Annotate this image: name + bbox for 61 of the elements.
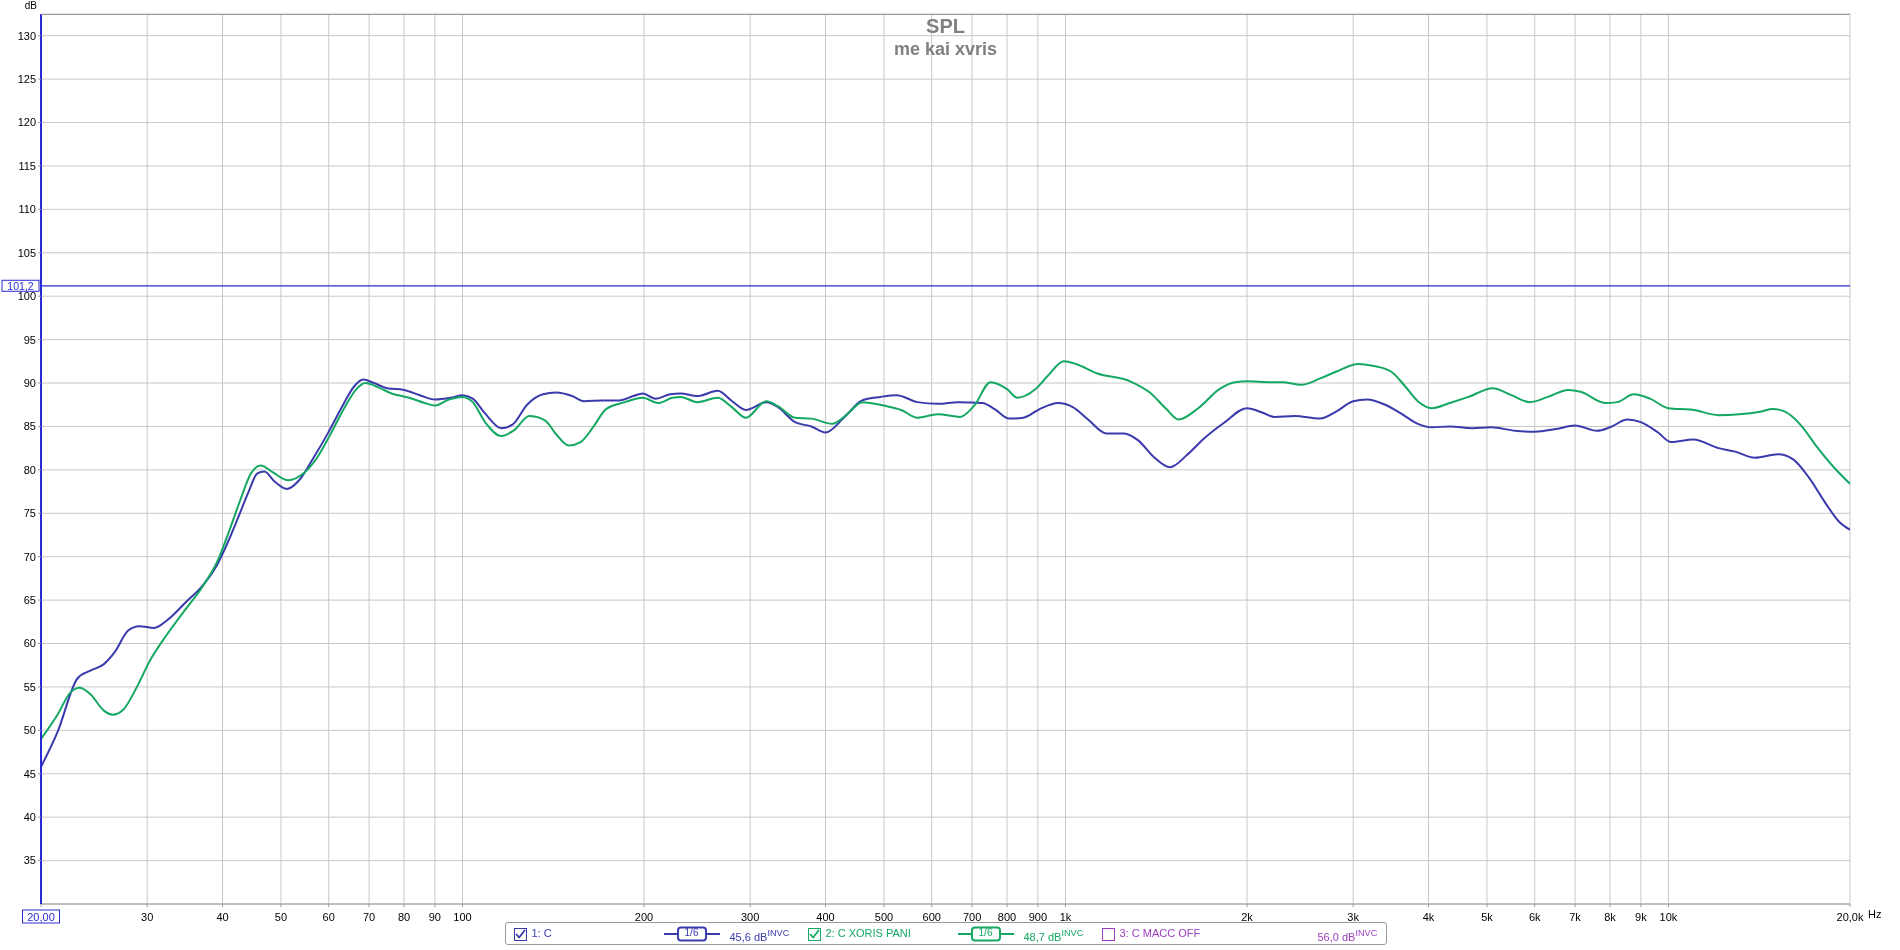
y-tick-label: 40: [23, 811, 36, 824]
y-tick-label: 90: [23, 376, 36, 389]
y-tick-label: 120: [17, 116, 36, 129]
chart-title: SPL: [925, 15, 966, 37]
y-tick-label: 50: [23, 724, 36, 737]
x-tick-label: 6k: [1528, 911, 1542, 923]
y-tick-label: 115: [18, 159, 36, 172]
legend-label: 2: C XORIS PANI: [825, 927, 911, 939]
x-tick-label: 1k: [1059, 911, 1072, 923]
x-tick-label: 600: [922, 911, 941, 923]
x-tick-label: 100: [453, 911, 472, 923]
y-tick-label: 85: [23, 420, 36, 433]
x-tick-label: 400: [816, 911, 835, 923]
x-tick-label: 50: [274, 911, 288, 923]
x-tick-label: 8k: [1604, 911, 1617, 923]
x-tick-label: 700: [962, 911, 982, 923]
x-tick-label: 90: [428, 911, 442, 923]
y-tick-label: 35: [23, 854, 36, 867]
x-tick-label: 300: [741, 911, 760, 923]
x-tick-label: 20,0k: [1836, 911, 1864, 923]
y-tick-label: 55: [23, 680, 36, 693]
text: 1/6: [683, 927, 700, 938]
y-tick-label: 65: [23, 594, 36, 606]
x-tick-label: 3k: [1347, 911, 1360, 923]
x-tick-label: 20,00: [27, 911, 55, 923]
text: 45,6 dB$^{INVC}$: [729, 927, 790, 944]
x-tick-label: 40: [216, 911, 229, 923]
x-tick-label: 200: [634, 911, 654, 923]
x-tick-label: 800: [997, 911, 1017, 923]
x-tick-label: 4k: [1422, 911, 1435, 923]
legend-label: 3: C MACC OFF: [1119, 927, 1201, 939]
y-tick-label: 100: [17, 290, 36, 303]
text: 56,0 dB$^{INVC}$: [1317, 927, 1378, 944]
y-tick-label: 95: [23, 333, 36, 346]
y-tick-label: 60: [23, 637, 36, 650]
y-axis-title: dB: [23, 0, 37, 11]
y-tick-label: 75: [23, 507, 36, 520]
x-tick-label: 9k: [1635, 911, 1648, 923]
x-tick-label: 7k: [1569, 911, 1582, 923]
y-tick-label: 110: [18, 203, 36, 216]
x-tick-label: 70: [362, 911, 376, 923]
x-axis-title: Hz: [1868, 908, 1882, 921]
text: me kai xvris: [892, 39, 999, 59]
text: 48,7 dB$^{INVC}$: [1023, 927, 1084, 944]
text: 1/6: [977, 927, 994, 938]
x-tick-label: 10k: [1659, 911, 1678, 923]
y-tick-label: 45: [23, 767, 36, 780]
x-tick-label: 60: [322, 911, 335, 923]
y-tick-label: 80: [23, 463, 36, 476]
x-tick-label: 2k: [1241, 911, 1254, 923]
y-tick-label: 125: [17, 73, 36, 86]
ref-line-label: 101,2: [7, 280, 34, 293]
y-tick-label: 70: [23, 550, 36, 563]
x-tick-label: 900: [1028, 911, 1048, 923]
legend-label: 1: C: [531, 927, 552, 939]
y-tick-label: 105: [17, 246, 36, 259]
x-tick-label: 500: [874, 911, 894, 923]
x-tick-label: 5k: [1481, 911, 1494, 923]
x-tick-label: 80: [397, 911, 411, 923]
y-tick-label: 130: [17, 29, 36, 42]
x-tick-label: 30: [141, 911, 154, 923]
